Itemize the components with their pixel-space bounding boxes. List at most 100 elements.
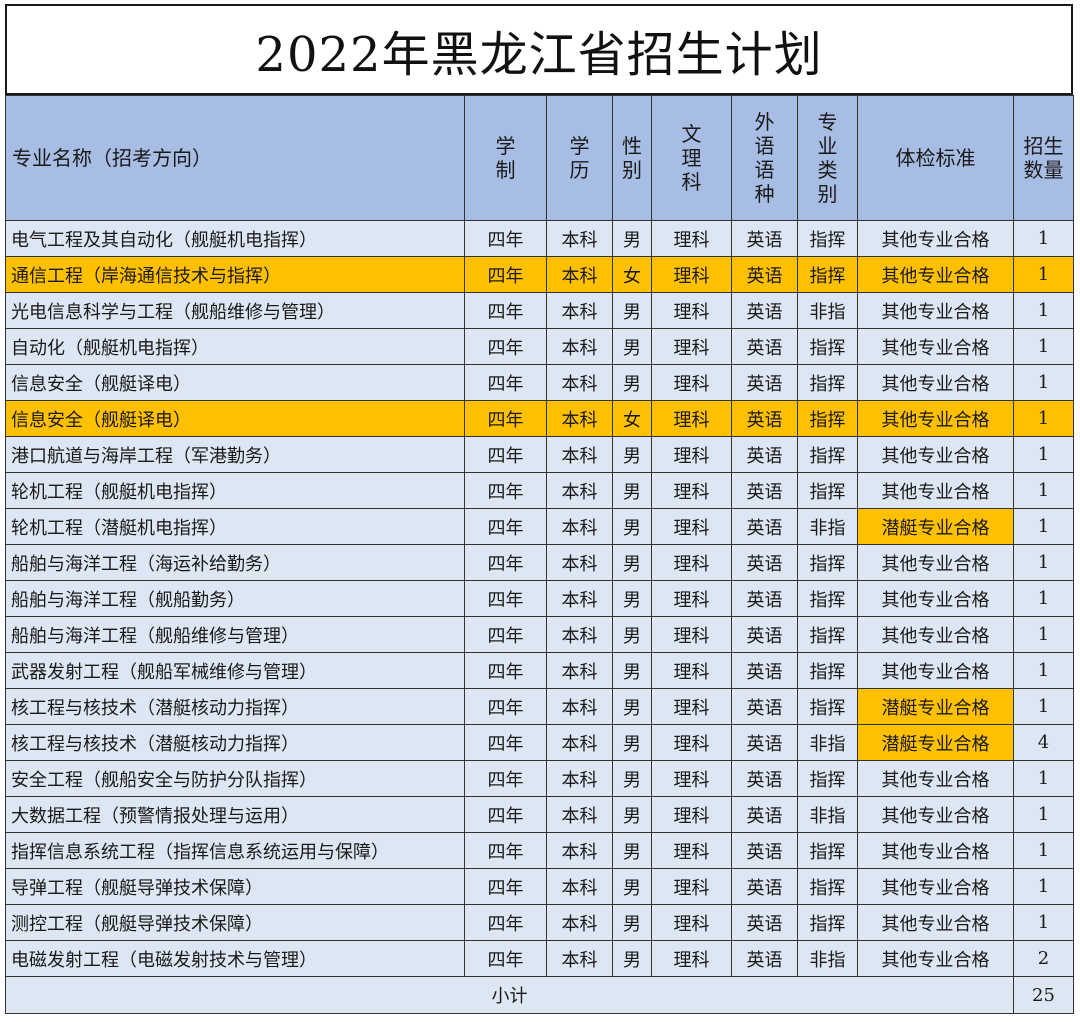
table-row: 武器发射工程（舰船军械维修与管理） 四年 本科男理科 英语 指挥 其他专业合格 1 <box>5 652 1074 689</box>
cell-major-name: 船舶与海洋工程（舰船勤务） <box>5 580 465 617</box>
cell-tijian: 其他专业合格 <box>857 760 1014 797</box>
cell-xueli: 本科 <box>546 220 613 257</box>
table-row: 核工程与核技术（潜艇核动力指挥） 四年 本科男理科 英语 非指 潜艇专业合格 4 <box>5 724 1074 761</box>
cell-xingbie: 男 <box>612 328 652 365</box>
cell-tijian: 其他专业合格 <box>857 580 1014 617</box>
cell-waiyu: 英语 <box>731 580 798 617</box>
table-row: 指挥信息系统工程（指挥信息系统运用与保障） 四年 本科男理科 英语 指挥 其他专业合格 1 <box>5 832 1074 869</box>
cell-tijian: 其他专业合格 <box>857 940 1014 977</box>
cell-wenli: 理科 <box>651 724 732 761</box>
cell-leibie: 指挥 <box>797 616 858 653</box>
table-row: 自动化（舰艇机电指挥） 四年 本科男理科 英语 指挥 其他专业合格 1 <box>5 328 1074 365</box>
cell-wenli: 理科 <box>651 868 732 905</box>
cell-major-name: 大数据工程（预警情报处理与运用） <box>5 796 465 833</box>
admission-plan-sheet: 2022年黑龙江省招生计划 专业名称（招考方向） 学制 学历 性别 文理科 外语… <box>5 4 1074 1016</box>
cell-waiyu: 英语 <box>731 508 798 545</box>
table-row: 港口航道与海岸工程（军港勤务） 四年 本科男理科 英语 指挥 其他专业合格 1 <box>5 436 1074 473</box>
cell-xuezhi: 四年 <box>464 832 547 869</box>
cell-xueli: 本科 <box>546 652 613 689</box>
cell-xingbie: 男 <box>612 832 652 869</box>
cell-shuliang: 1 <box>1013 832 1074 869</box>
cell-tijian: 其他专业合格 <box>857 472 1014 509</box>
cell-xuezhi: 四年 <box>464 220 547 257</box>
cell-tijian: 其他专业合格 <box>857 292 1014 329</box>
table-row: 通信工程（岸海通信技术与指挥） 四年 本科女理科 英语 指挥 其他专业合格 1 <box>5 256 1074 293</box>
cell-shuliang: 1 <box>1013 616 1074 653</box>
cell-leibie: 指挥 <box>797 544 858 581</box>
header-xueli: 学历 <box>546 95 613 221</box>
cell-shuliang: 1 <box>1013 652 1074 689</box>
cell-leibie: 非指 <box>797 796 858 833</box>
cell-xuezhi: 四年 <box>464 472 547 509</box>
cell-wenli: 理科 <box>651 292 732 329</box>
cell-major-name: 测控工程（舰艇导弹技术保障） <box>5 904 465 941</box>
cell-leibie: 指挥 <box>797 436 858 473</box>
cell-shuliang: 1 <box>1013 904 1074 941</box>
cell-xuezhi: 四年 <box>464 796 547 833</box>
cell-xueli: 本科 <box>546 544 613 581</box>
header-major-name: 专业名称（招考方向） <box>5 95 465 221</box>
cell-waiyu: 英语 <box>731 400 798 437</box>
cell-wenli: 理科 <box>651 220 732 257</box>
cell-waiyu: 英语 <box>731 616 798 653</box>
table-row: 导弹工程（舰艇导弹技术保障） 四年 本科男理科 英语 指挥 其他专业合格 1 <box>5 868 1074 905</box>
cell-xingbie: 男 <box>612 760 652 797</box>
cell-leibie: 指挥 <box>797 760 858 797</box>
subtotal-row: 小计 25 <box>5 976 1074 1014</box>
cell-major-name: 通信工程（岸海通信技术与指挥） <box>5 256 465 293</box>
cell-tijian: 其他专业合格 <box>857 400 1014 437</box>
cell-xueli: 本科 <box>546 904 613 941</box>
table-row: 核工程与核技术（潜艇核动力指挥） 四年 本科男理科 英语 指挥 潜艇专业合格 1 <box>5 688 1074 725</box>
cell-leibie: 指挥 <box>797 904 858 941</box>
cell-wenli: 理科 <box>651 904 732 941</box>
cell-xuezhi: 四年 <box>464 652 547 689</box>
cell-leibie: 指挥 <box>797 868 858 905</box>
cell-wenli: 理科 <box>651 436 732 473</box>
cell-tijian: 其他专业合格 <box>857 364 1014 401</box>
cell-leibie: 指挥 <box>797 832 858 869</box>
cell-shuliang: 1 <box>1013 472 1074 509</box>
cell-waiyu: 英语 <box>731 868 798 905</box>
cell-waiyu: 英语 <box>731 292 798 329</box>
cell-wenli: 理科 <box>651 580 732 617</box>
cell-xuezhi: 四年 <box>464 760 547 797</box>
cell-xingbie: 男 <box>612 436 652 473</box>
cell-leibie: 非指 <box>797 724 858 761</box>
cell-major-name: 自动化（舰艇机电指挥） <box>5 328 465 365</box>
cell-major-name: 指挥信息系统工程（指挥信息系统运用与保障） <box>5 832 465 869</box>
cell-shuliang: 1 <box>1013 256 1074 293</box>
header-zhuanye-leibie: 专业类别 <box>797 95 858 221</box>
cell-leibie: 指挥 <box>797 580 858 617</box>
cell-waiyu: 英语 <box>731 940 798 977</box>
cell-xingbie: 男 <box>612 652 652 689</box>
cell-tijian: 其他专业合格 <box>857 544 1014 581</box>
cell-xuezhi: 四年 <box>464 292 547 329</box>
cell-xingbie: 男 <box>612 364 652 401</box>
cell-xueli: 本科 <box>546 616 613 653</box>
table-row: 轮机工程（潜艇机电指挥） 四年 本科男理科 英语 非指 潜艇专业合格 1 <box>5 508 1074 545</box>
cell-wenli: 理科 <box>651 256 732 293</box>
cell-shuliang: 1 <box>1013 292 1074 329</box>
cell-xuezhi: 四年 <box>464 580 547 617</box>
cell-leibie: 指挥 <box>797 256 858 293</box>
cell-tijian: 其他专业合格 <box>857 652 1014 689</box>
cell-tijian: 其他专业合格 <box>857 868 1014 905</box>
cell-tijian: 其他专业合格 <box>857 616 1014 653</box>
cell-xueli: 本科 <box>546 328 613 365</box>
cell-leibie: 指挥 <box>797 220 858 257</box>
cell-major-name: 信息安全（舰艇译电） <box>5 400 465 437</box>
cell-waiyu: 英语 <box>731 256 798 293</box>
cell-xuezhi: 四年 <box>464 400 547 437</box>
cell-xueli: 本科 <box>546 472 613 509</box>
cell-wenli: 理科 <box>651 688 732 725</box>
cell-xueli: 本科 <box>546 580 613 617</box>
cell-xueli: 本科 <box>546 400 613 437</box>
cell-shuliang: 4 <box>1013 724 1074 761</box>
cell-wenli: 理科 <box>651 508 732 545</box>
cell-xuezhi: 四年 <box>464 436 547 473</box>
cell-major-name: 电气工程及其自动化（舰艇机电指挥） <box>5 220 465 257</box>
cell-tijian: 其他专业合格 <box>857 904 1014 941</box>
cell-xueli: 本科 <box>546 364 613 401</box>
table-row: 安全工程（舰船安全与防护分队指挥） 四年 本科男理科 英语 指挥 其他专业合格 1 <box>5 760 1074 797</box>
cell-waiyu: 英语 <box>731 652 798 689</box>
